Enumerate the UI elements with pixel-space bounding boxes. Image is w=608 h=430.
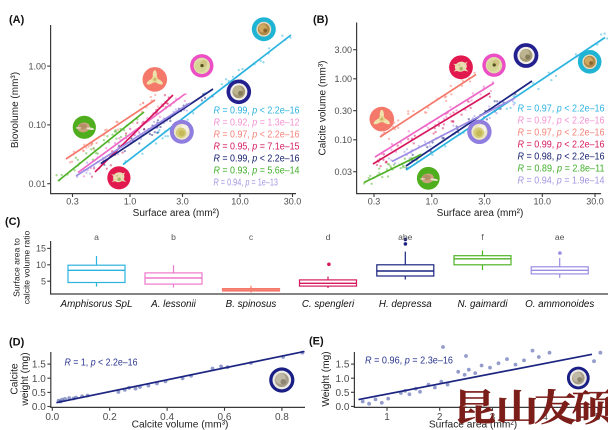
svg-text:3.00: 3.00 <box>334 45 352 55</box>
svg-text:abe: abe <box>398 232 413 242</box>
svg-text:0.0: 0.0 <box>32 402 46 413</box>
svg-text:R = 0.95, p = 7.1e–15: R = 0.95, p = 7.1e–15 <box>214 142 300 153</box>
svg-text:(B): (B) <box>313 14 329 26</box>
svg-text:B. spinosus: B. spinosus <box>226 299 277 310</box>
svg-text:R = 0.97, p < 2.2e–16: R = 0.97, p < 2.2e–16 <box>214 130 300 141</box>
svg-text:R = 0.93, p = 5.6e–14: R = 0.93, p = 5.6e–14 <box>214 166 300 177</box>
svg-text:1.0: 1.0 <box>32 374 46 385</box>
svg-text:c: c <box>249 232 254 242</box>
svg-text:0.10: 0.10 <box>334 135 352 145</box>
svg-text:0.4: 0.4 <box>160 412 174 423</box>
svg-text:calcite volume ratio: calcite volume ratio <box>22 231 32 305</box>
svg-text:R = 0.99, p < 2.2e–16: R = 0.99, p < 2.2e–16 <box>518 140 605 151</box>
svg-text:Surface area (mm²): Surface area (mm²) <box>437 208 524 219</box>
svg-text:Biovolume (mm³): Biovolume (mm³) <box>10 72 21 148</box>
svg-text:Calcite volume (mm³): Calcite volume (mm³) <box>318 60 329 155</box>
svg-text:2: 2 <box>437 412 443 423</box>
svg-text:R = 0.96, p = 2.3e–16: R = 0.96, p = 2.3e–16 <box>365 356 453 367</box>
svg-text:0.3: 0.3 <box>66 197 79 207</box>
svg-text:0.6: 0.6 <box>218 412 232 423</box>
svg-text:10.0: 10.0 <box>231 197 249 207</box>
svg-text:R = 0.99, p < 2.2e–16: R = 0.99, p < 2.2e–16 <box>214 154 300 165</box>
svg-text:3.0: 3.0 <box>478 197 491 207</box>
svg-text:A. lessonii: A. lessonii <box>150 299 196 310</box>
svg-text:R = 0.94, p = 1e–13: R = 0.94, p = 1e–13 <box>214 178 279 189</box>
svg-text:R = 1, p < 2.2e–16: R = 1, p < 2.2e–16 <box>65 357 138 368</box>
svg-text:15: 15 <box>36 244 46 254</box>
svg-text:R = 0.99, p < 2.2e–16: R = 0.99, p < 2.2e–16 <box>214 106 300 117</box>
svg-text:1.0: 1.0 <box>124 197 137 207</box>
svg-text:1.0: 1.0 <box>335 374 349 385</box>
svg-text:0.8: 0.8 <box>275 412 289 423</box>
svg-text:R = 0.97, p < 2.2e–16: R = 0.97, p < 2.2e–16 <box>518 128 605 139</box>
svg-text:0.3: 0.3 <box>368 197 381 207</box>
svg-text:(D): (D) <box>9 337 25 349</box>
svg-text:Surface area (mm²): Surface area (mm²) <box>133 208 220 219</box>
svg-text:Surface area to: Surface area to <box>12 238 22 297</box>
svg-text:H. depressa: H. depressa <box>379 299 432 310</box>
svg-text:R = 0.97, p < 2.2e–16: R = 0.97, p < 2.2e–16 <box>518 104 605 115</box>
svg-text:1.00: 1.00 <box>28 61 46 71</box>
svg-text:5: 5 <box>41 276 46 286</box>
svg-text:10: 10 <box>36 260 46 270</box>
svg-text:0.2: 0.2 <box>103 412 117 423</box>
svg-text:0.03: 0.03 <box>334 167 352 177</box>
svg-text:R = 0.89, p = 2.8e–11: R = 0.89, p = 2.8e–11 <box>518 164 605 175</box>
svg-text:d: d <box>326 232 331 242</box>
svg-text:a: a <box>94 232 99 242</box>
svg-text:Amphisorus SpL: Amphisorus SpL <box>60 299 133 310</box>
svg-text:C. spengleri: C. spengleri <box>302 299 355 310</box>
svg-text:(C): (C) <box>5 216 21 228</box>
svg-text:ae: ae <box>555 232 565 242</box>
svg-text:4: 4 <box>542 412 548 423</box>
svg-text:Calcite: Calcite <box>10 363 21 394</box>
svg-text:1.0: 1.0 <box>426 197 439 207</box>
svg-text:1.00: 1.00 <box>334 74 352 84</box>
svg-text:b: b <box>171 232 176 242</box>
svg-text:30.0: 30.0 <box>586 197 604 207</box>
svg-text:Weight (mg): Weight (mg) <box>321 351 332 406</box>
svg-text:1.5: 1.5 <box>335 360 349 371</box>
svg-text:30.0: 30.0 <box>284 197 302 207</box>
svg-text:R = 0.98, p < 2.2e–16: R = 0.98, p < 2.2e–16 <box>518 152 605 163</box>
svg-text:0.0: 0.0 <box>335 402 349 413</box>
svg-text:weight (mg): weight (mg) <box>20 352 31 406</box>
svg-text:0.10: 0.10 <box>28 120 46 130</box>
svg-text:(E): (E) <box>309 336 324 348</box>
svg-text:1: 1 <box>384 412 390 423</box>
svg-text:1.5: 1.5 <box>32 360 46 371</box>
svg-text:(A): (A) <box>9 14 25 26</box>
svg-text:0.0: 0.0 <box>45 412 59 423</box>
svg-text:0.01: 0.01 <box>28 179 46 189</box>
svg-text:O. ammonoides: O. ammonoides <box>525 299 594 310</box>
svg-text:R = 0.97, p < 2.2e–16: R = 0.97, p < 2.2e–16 <box>518 116 605 127</box>
svg-text:0.5: 0.5 <box>32 388 46 399</box>
svg-text:f: f <box>481 232 484 242</box>
svg-text:R = 0.94, p = 1.9e–14: R = 0.94, p = 1.9e–14 <box>518 176 605 187</box>
svg-text:3.0: 3.0 <box>176 197 189 207</box>
svg-text:10.0: 10.0 <box>534 197 552 207</box>
svg-text:0.5: 0.5 <box>335 388 349 399</box>
svg-text:R = 0.92, p = 1.3e–12: R = 0.92, p = 1.3e–12 <box>214 118 300 129</box>
svg-text:Surface area (mm²): Surface area (mm²) <box>429 420 517 430</box>
svg-text:0.30: 0.30 <box>334 106 352 116</box>
svg-text:N. gaimardi: N. gaimardi <box>457 299 508 310</box>
svg-text:Calcite volume (mm³): Calcite volume (mm³) <box>132 420 229 430</box>
